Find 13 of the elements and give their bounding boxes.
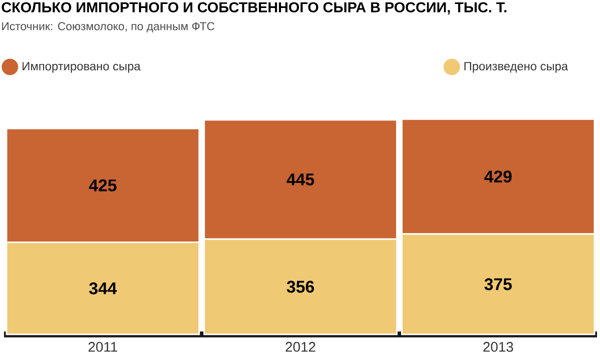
data-label: 344 <box>89 282 117 294</box>
chart-title: СКОЛЬКО ИМПОРТНОГО И СОБСТВЕННОГО СЫРА В РОССИИ, ТЫС. Т. <box>2 2 506 14</box>
x-tick-label: 2011 <box>88 342 118 352</box>
data-label: 425 <box>88 179 116 192</box>
data-label: 429 <box>484 170 512 182</box>
x-tick-label: 2013 <box>483 342 514 352</box>
data-label: 375 <box>484 278 512 290</box>
data-label: 356 <box>286 280 314 293</box>
legend-label: Произведено сыра <box>464 62 568 73</box>
legend-label: Импортировано сыра <box>22 62 141 73</box>
data-label: 445 <box>286 173 314 186</box>
x-tick-label: 2012 <box>286 342 316 352</box>
chart-subtitle: Источник: Союзмолоко, по данным ФТС <box>2 22 214 32</box>
